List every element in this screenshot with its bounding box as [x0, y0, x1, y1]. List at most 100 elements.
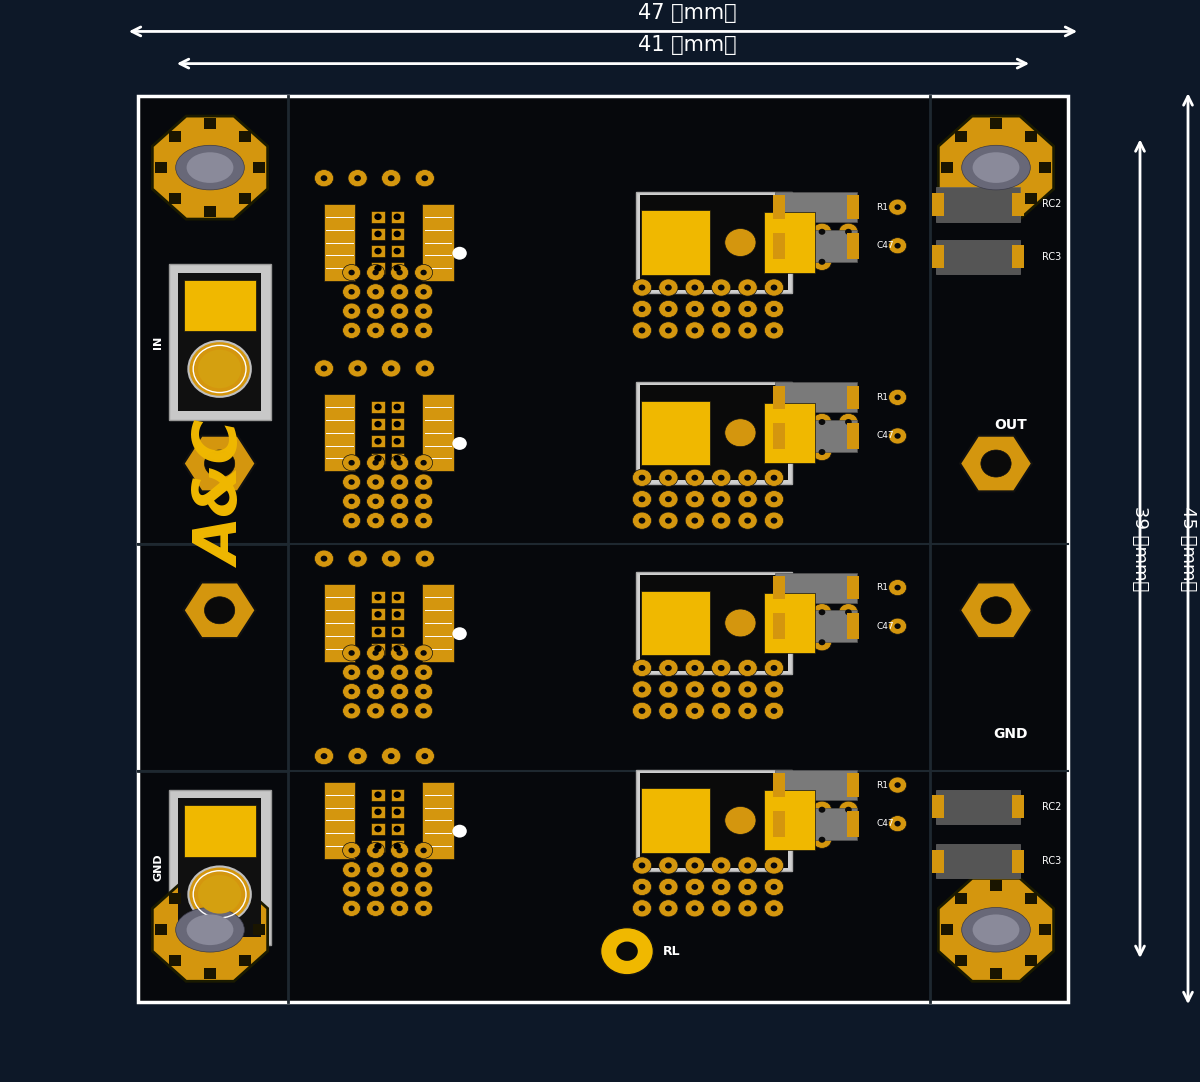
Circle shape [818, 259, 826, 265]
Circle shape [374, 248, 382, 254]
Circle shape [394, 611, 401, 618]
Circle shape [374, 456, 382, 462]
Circle shape [415, 748, 434, 765]
Circle shape [638, 497, 646, 502]
Circle shape [764, 490, 784, 507]
Circle shape [770, 906, 778, 911]
Bar [955, 955, 967, 966]
Circle shape [685, 490, 704, 507]
Circle shape [396, 670, 403, 675]
Circle shape [738, 857, 757, 874]
Circle shape [348, 670, 355, 675]
Circle shape [818, 228, 826, 235]
Bar [641, 591, 710, 655]
Circle shape [691, 686, 698, 692]
Circle shape [659, 879, 678, 896]
Circle shape [396, 460, 403, 465]
Bar [847, 613, 859, 639]
Circle shape [632, 681, 652, 698]
Circle shape [367, 645, 385, 661]
Bar [641, 789, 710, 853]
Circle shape [770, 328, 778, 333]
Circle shape [188, 341, 251, 397]
Circle shape [818, 609, 826, 616]
Bar [324, 394, 355, 472]
Bar [775, 770, 857, 800]
Circle shape [204, 450, 235, 477]
Bar [422, 782, 454, 859]
Circle shape [744, 328, 751, 333]
Circle shape [396, 499, 403, 504]
Circle shape [394, 265, 401, 272]
Circle shape [839, 801, 858, 818]
Circle shape [685, 301, 704, 317]
Circle shape [343, 843, 361, 858]
Circle shape [718, 862, 725, 869]
Bar [1039, 924, 1051, 935]
Bar [391, 211, 403, 223]
Circle shape [348, 650, 355, 656]
Bar [1039, 162, 1051, 173]
Bar [764, 791, 815, 850]
Circle shape [367, 684, 385, 700]
Circle shape [372, 708, 379, 714]
Circle shape [382, 748, 401, 765]
Circle shape [354, 175, 361, 181]
Circle shape [343, 493, 361, 510]
Circle shape [712, 512, 731, 529]
Bar [1012, 193, 1024, 216]
Circle shape [394, 421, 401, 427]
Circle shape [420, 328, 427, 333]
Circle shape [343, 664, 361, 681]
Bar [764, 593, 815, 652]
Circle shape [421, 753, 428, 760]
Bar [239, 894, 251, 905]
Bar [391, 823, 403, 835]
Text: C47: C47 [876, 432, 894, 440]
Circle shape [665, 517, 672, 524]
Bar [773, 423, 785, 449]
Circle shape [396, 847, 403, 854]
Circle shape [415, 360, 434, 377]
Circle shape [372, 650, 379, 656]
Bar [391, 806, 403, 818]
Circle shape [374, 404, 382, 410]
Bar [372, 211, 384, 223]
Bar [168, 790, 270, 946]
Circle shape [894, 395, 901, 400]
Bar [932, 193, 944, 216]
Circle shape [738, 490, 757, 507]
Bar [372, 452, 384, 464]
Bar [936, 790, 1020, 824]
Circle shape [343, 454, 361, 471]
Circle shape [394, 438, 401, 445]
Circle shape [888, 427, 907, 444]
Bar [955, 194, 967, 204]
Circle shape [665, 884, 672, 889]
Circle shape [770, 306, 778, 312]
Circle shape [718, 517, 725, 524]
Circle shape [396, 650, 403, 656]
Circle shape [314, 550, 334, 567]
Bar [391, 452, 403, 464]
Circle shape [320, 753, 328, 760]
Circle shape [744, 285, 751, 291]
Circle shape [420, 479, 427, 485]
Circle shape [764, 879, 784, 896]
Circle shape [770, 708, 778, 714]
Text: R1: R1 [876, 202, 888, 212]
Text: C47: C47 [876, 241, 894, 250]
Bar [1025, 955, 1037, 966]
Bar [1025, 194, 1037, 204]
Circle shape [845, 807, 852, 813]
Bar [847, 810, 859, 836]
Circle shape [744, 906, 751, 911]
Circle shape [396, 886, 403, 892]
Circle shape [348, 360, 367, 377]
Circle shape [394, 594, 401, 601]
Circle shape [685, 879, 704, 896]
Circle shape [691, 884, 698, 889]
Circle shape [396, 269, 403, 275]
Circle shape [718, 906, 725, 911]
Circle shape [764, 900, 784, 916]
